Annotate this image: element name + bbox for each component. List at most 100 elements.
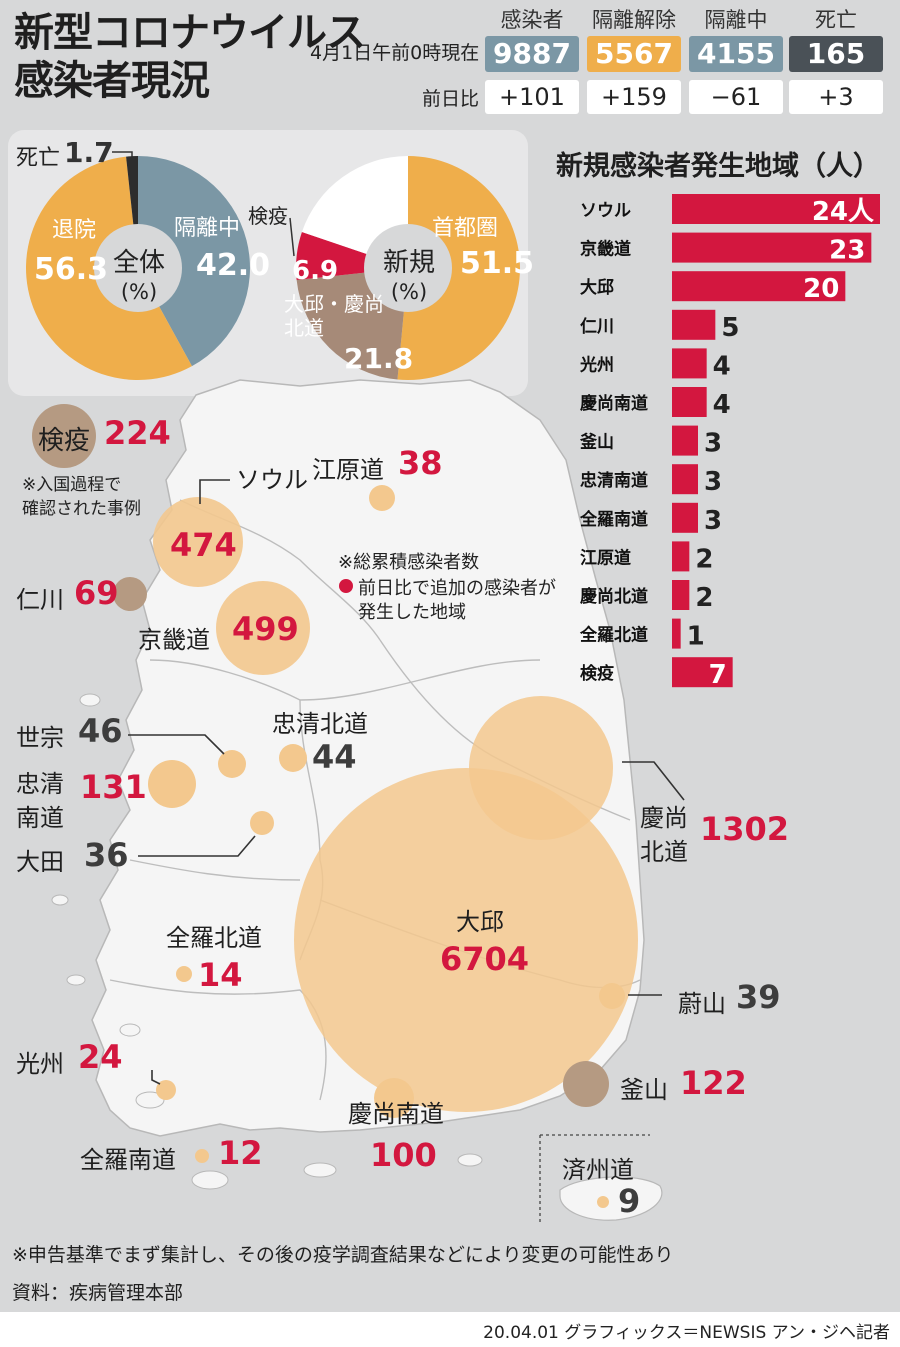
map-value-quarantine: 224 [104, 414, 171, 452]
stat-value-infected: 9887 [485, 36, 579, 72]
map-value-daegu: 6704 [440, 940, 530, 978]
map-value-busan: 122 [680, 1064, 747, 1102]
stat-label-released: 隔離解除 [592, 8, 676, 32]
donut-new-label-capital: 首都圏 [432, 216, 499, 241]
bubble-busan [563, 1061, 609, 1107]
map-value-sejong: 46 [78, 712, 123, 750]
bar-value-label: 4 [713, 351, 731, 381]
map-label-jeonbuk: 全羅北道 [166, 924, 262, 952]
bar-category-label: 忠清南道 [580, 470, 648, 491]
bar-category-label: 大邱 [580, 277, 614, 298]
bar-value-label: 5 [721, 313, 739, 343]
bubble-jeonbuk [176, 966, 192, 982]
map-label-gyeongbuk-1: 慶尚 [640, 804, 688, 832]
bar-category-label: 仁川 [580, 316, 614, 337]
map-value-jeju: 9 [618, 1182, 641, 1220]
bar-value-label: 20 [803, 274, 839, 304]
title-line-2: 感染者現況 [14, 58, 210, 104]
footer-note: ※申告基準でまず集計し、その後の疫学調査結果などにより変更の可能性あり [12, 1244, 674, 1266]
bar-value-label: 3 [704, 429, 722, 459]
stat-change-deaths: +3 [789, 80, 883, 114]
bubble-seoul [153, 497, 243, 587]
bar-category-label: ソウル [580, 201, 631, 221]
stat-change-released: +159 [587, 80, 681, 114]
stat-change-infected: +101 [485, 80, 579, 114]
map-label-jeonnam: 全羅南道 [80, 1146, 176, 1174]
bar [672, 541, 690, 572]
bubble-gangwon [369, 485, 395, 511]
map-value-jeonbuk: 14 [198, 956, 243, 994]
leader-lines [128, 479, 685, 1085]
donut-new-title: 新規 [382, 248, 435, 278]
donut-total-value-recovered: 56.3 [34, 252, 109, 287]
bar-chart-title: 新規感染者発生地域（人） [556, 151, 880, 182]
bar-category-label: 全羅南道 [579, 509, 648, 530]
map-value-gyeonggi: 499 [232, 610, 299, 648]
stat-label-deaths: 死亡 [815, 8, 857, 32]
donut-total-value-death: 1.7 [64, 136, 114, 169]
donut-total-unit: (%) [120, 280, 158, 304]
quarantine-leader [289, 217, 295, 257]
jeju-island [559, 1176, 663, 1221]
bubble-daegu [294, 768, 638, 1112]
bubble-layer [32, 404, 638, 1208]
map-label-busan: 釜山 [620, 1076, 668, 1104]
bar [672, 425, 698, 456]
bar-category-label: 江原道 [580, 547, 631, 568]
map-label-sejong: 世宗 [16, 724, 64, 752]
bar-category-label: 京畿道 [580, 239, 631, 260]
stat-value-deaths: 165 [789, 36, 883, 72]
map-label-gyeonggi: 京畿道 [138, 626, 210, 654]
map-value-gwangju: 24 [78, 1038, 123, 1076]
legend-new-1: 前日比で追加の感染者が [358, 578, 556, 599]
map-label-jeju: 済州道 [562, 1156, 634, 1184]
map-value-jeonnam: 12 [218, 1134, 263, 1172]
map-value-seoul: 474 [170, 526, 237, 564]
donut-hole [94, 224, 182, 312]
bar [672, 464, 698, 495]
bubble-chungnam [148, 760, 196, 808]
map-value-ulsan: 39 [736, 978, 781, 1016]
donut-total [26, 156, 251, 380]
bubble-jeonnam [195, 1149, 209, 1163]
bar-category-label: 光州 [579, 354, 614, 375]
map-value-chungnam: 131 [80, 768, 147, 806]
bubble-gyeongnam [374, 1078, 414, 1118]
bar-value-label: 2 [695, 544, 713, 574]
bar-category-label: 慶尚北道 [580, 586, 648, 607]
donut-slice-首都圏 [397, 156, 520, 380]
map-value-gyeongbuk: 1302 [700, 810, 790, 848]
bar [672, 194, 880, 224]
map-value-gangwon: 38 [398, 444, 443, 482]
stat-value-released: 5567 [587, 36, 681, 72]
stat-label-isolated: 隔離中 [704, 8, 768, 32]
bar-value-label: 3 [704, 467, 722, 497]
bubble-chungbuk [279, 744, 307, 772]
stat-value-isolated: 4155 [689, 36, 783, 72]
bar [672, 657, 733, 688]
map-value-chungbuk: 44 [312, 738, 357, 776]
donut-total-title: 全体 [112, 248, 165, 278]
map-label-seoul: ソウル [236, 466, 308, 494]
donut-new [296, 156, 520, 380]
footer-strip [0, 1312, 900, 1347]
small-islands [51, 693, 483, 1190]
bar [672, 387, 707, 417]
map-value-daejeon: 36 [84, 836, 129, 874]
map-label-gyeongnam: 慶尚南道 [348, 1100, 444, 1128]
map-label-gangwon: 江原道 [312, 456, 384, 484]
map-label-chungbuk: 忠清北道 [272, 710, 368, 738]
map-label-chungnam-1: 忠清 [16, 770, 64, 798]
bar-category-label: 全羅北道 [579, 625, 648, 646]
bar-category-label: 慶尚南道 [580, 393, 648, 414]
bubble-gyeongbuk [469, 696, 613, 840]
legend-new-2: 発生した地域 [358, 602, 466, 623]
map-label-daegu: 大邱 [456, 908, 504, 936]
map-label-daejeon: 大田 [16, 848, 64, 876]
donut-new-unit: (%) [390, 280, 428, 304]
bar [672, 502, 698, 533]
bar-value-label: 2 [695, 583, 713, 613]
bar-category-label: 釜山 [579, 432, 614, 453]
bar-category-label: 検疫 [580, 663, 614, 684]
